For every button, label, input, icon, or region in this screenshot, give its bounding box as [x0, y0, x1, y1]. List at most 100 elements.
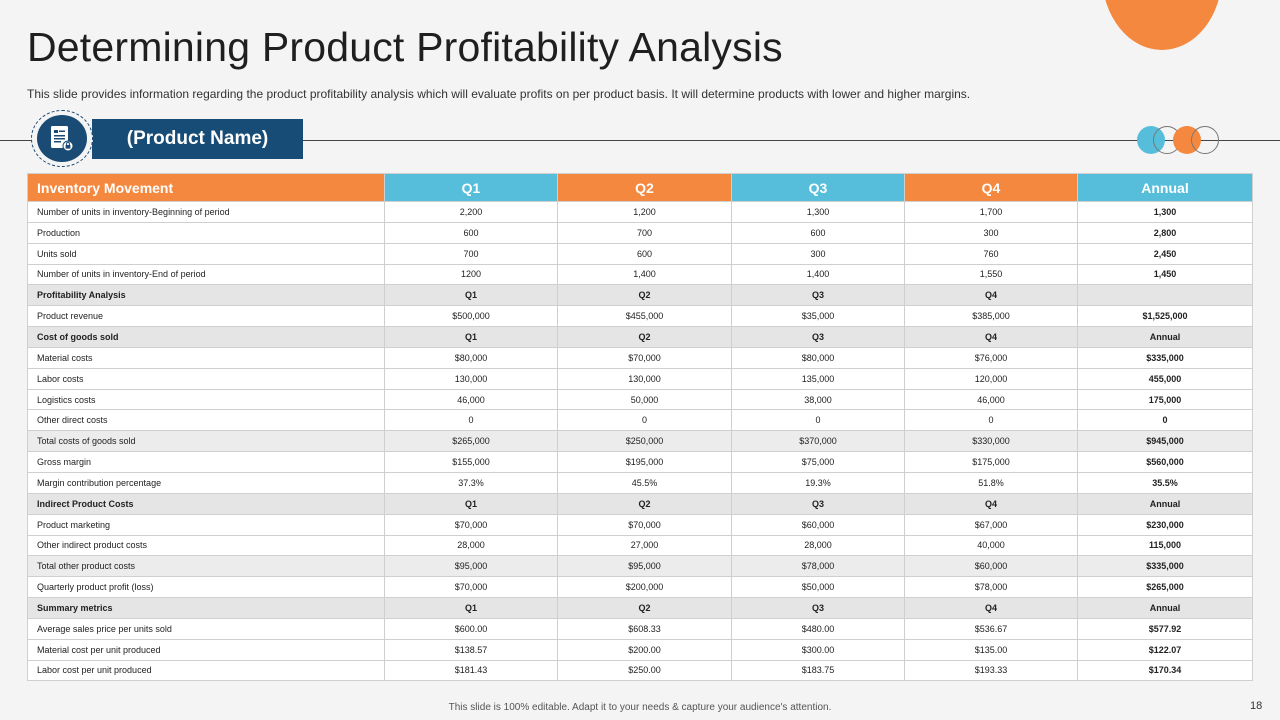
table-cell: 45.5% [557, 471, 732, 494]
table-cell: Q2 [557, 492, 732, 515]
table-row: Number of units in inventory-End of peri… [27, 263, 1253, 286]
table-cell: $60,000 [731, 513, 905, 536]
table-cell: Q3 [731, 284, 905, 307]
table-cell: 50,000 [557, 388, 732, 411]
table-cell: $67,000 [904, 513, 1078, 536]
page-subtitle: This slide provides information regardin… [27, 87, 971, 101]
page-title: Determining Product Profitability Analys… [27, 24, 783, 70]
table-cell: $1,525,000 [1077, 305, 1253, 328]
table-cell: $50,000 [731, 576, 905, 599]
table-cell: $70,000 [384, 576, 558, 599]
table-cell: $170.34 [1077, 659, 1253, 682]
table-cell: $95,000 [557, 555, 732, 578]
table-cell: Q4 [904, 597, 1078, 619]
divider-line [0, 140, 1280, 141]
row-label: Production [27, 221, 385, 244]
table-cell: $181.43 [384, 659, 558, 682]
table-cell: $193.33 [904, 659, 1078, 682]
table-cell: Q1 [384, 492, 558, 515]
table-cell: $600.00 [384, 617, 558, 640]
table-cell: $370,000 [731, 430, 905, 453]
table-cell: Q3 [731, 492, 905, 515]
table-row: Product revenue $500,000 $455,000 $35,000 $3… [27, 305, 1253, 328]
table-row: Units sold 700 600 300 760 2,450 [27, 242, 1253, 265]
table-cell: 0 [904, 409, 1078, 432]
row-label: Labor cost per unit produced [27, 659, 385, 682]
table-row: Material costs $80,000 $70,000 $80,000 $76,0… [27, 346, 1253, 369]
table-cell: $455,000 [557, 305, 732, 328]
table-row: Number of units in inventory-Beginning o… [27, 201, 1253, 223]
table-cell: 600 [731, 221, 905, 244]
row-label: Total costs of goods sold [27, 430, 385, 453]
product-name-banner[interactable]: (Product Name) [92, 119, 303, 159]
table-cell: $536.67 [904, 617, 1078, 640]
table-cell: 1,400 [731, 263, 905, 286]
table-section-row: Summary metrics Q1 Q2 Q3 Q4 Annual [27, 597, 1253, 619]
table-cell: 1,200 [557, 201, 732, 223]
row-label: Product revenue [27, 305, 385, 328]
row-label: Number of units in inventory-End of peri… [27, 263, 385, 286]
table-cell [1077, 284, 1253, 307]
table-cell: $195,000 [557, 451, 732, 473]
row-label: Material costs [27, 346, 385, 369]
header-annual: Annual [1077, 173, 1253, 202]
row-label: Number of units in inventory-Beginning o… [27, 201, 385, 223]
row-label: Cost of goods sold [27, 326, 385, 348]
table-cell: $608.33 [557, 617, 732, 640]
table-row: Quarterly product profit (loss) $70,000 $2… [27, 576, 1253, 599]
table-cell: 1,450 [1077, 263, 1253, 286]
table-cell: $135.00 [904, 638, 1078, 661]
table-cell: Q1 [384, 284, 558, 307]
table-row: Production 600 700 600 300 2,800 [27, 221, 1253, 244]
table-cell: 40,000 [904, 534, 1078, 557]
table-row: Margin contribution percentage 37.3% 45.5%… [27, 471, 1253, 494]
row-label: Material cost per unit produced [27, 638, 385, 661]
table-section-row: Profitability Analysis Q1 Q2 Q3 Q4 [27, 284, 1253, 307]
table-cell: 0 [731, 409, 905, 432]
table-header-row: Inventory Movement Q1 Q2 Q3 Q4 Annual [27, 173, 1253, 202]
table-cell: 46,000 [384, 388, 558, 411]
table-cell: 600 [557, 242, 732, 265]
product-icon-badge [31, 110, 93, 167]
table-cell: $230,000 [1077, 513, 1253, 536]
row-label: Units sold [27, 242, 385, 265]
table-cell: $78,000 [731, 555, 905, 578]
table-cell: 51.8% [904, 471, 1078, 494]
document-badge-icon [37, 115, 87, 162]
row-label: Product marketing [27, 513, 385, 536]
table-cell: $80,000 [731, 346, 905, 369]
table-cell: Q2 [557, 326, 732, 348]
table-cell: $265,000 [1077, 576, 1253, 599]
page-number: 18 [1250, 700, 1263, 712]
table-cell: $70,000 [384, 513, 558, 536]
table-cell: $95,000 [384, 555, 558, 578]
table-cell: $500,000 [384, 305, 558, 328]
table-cell: 1200 [384, 263, 558, 286]
decorative-rings [1137, 126, 1223, 154]
table-section-row: Indirect Product Costs Q1 Q2 Q3 Q4 Annual [27, 492, 1253, 515]
table-row: Average sales price per units sold $600.0… [27, 617, 1253, 640]
table-cell: 2,800 [1077, 221, 1253, 244]
table-cell: $60,000 [904, 555, 1078, 578]
table-cell: Q4 [904, 326, 1078, 348]
table-cell: Q4 [904, 284, 1078, 307]
table-row: Product marketing $70,000 $70,000 $60,000 $6… [27, 513, 1253, 536]
table-cell: $35,000 [731, 305, 905, 328]
table-cell: 130,000 [557, 367, 732, 390]
table-cell: $560,000 [1077, 451, 1253, 473]
table-cell: 600 [384, 221, 558, 244]
decorative-orange-circle [1102, 0, 1222, 50]
table-cell: 1,400 [557, 263, 732, 286]
table-cell: 35.5% [1077, 471, 1253, 494]
table-cell: $138.57 [384, 638, 558, 661]
table-cell: 700 [384, 242, 558, 265]
row-label: Margin contribution percentage [27, 471, 385, 494]
table-cell: $480.00 [731, 617, 905, 640]
table-row: Gross margin $155,000 $195,000 $75,000 $175,… [27, 451, 1253, 473]
table-cell: Q1 [384, 597, 558, 619]
row-label: Indirect Product Costs [27, 492, 385, 515]
table-row: Labor costs 130,000 130,000 135,000 120,000 4… [27, 367, 1253, 390]
footer-note: This slide is 100% editable. Adapt it to… [448, 702, 832, 713]
table-row: Material cost per unit produced $138.57 $2… [27, 638, 1253, 661]
table-cell: $265,000 [384, 430, 558, 453]
